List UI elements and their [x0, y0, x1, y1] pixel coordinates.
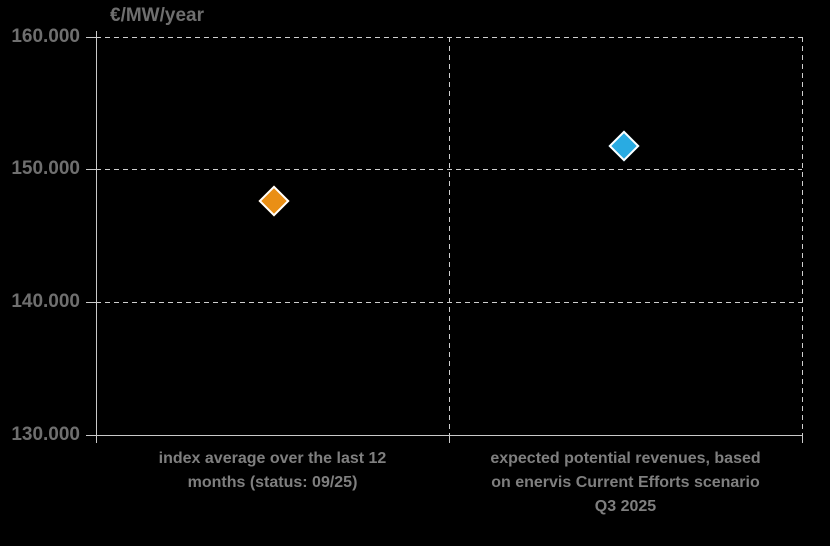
- plot-right-border-line: [802, 37, 803, 435]
- y-tick-mark-160000: [86, 37, 96, 38]
- category-separator-line: [449, 37, 450, 435]
- x-tick-mark-mid: [449, 435, 450, 443]
- category-label-expected-revenues: expected potential revenues, based on en…: [449, 447, 802, 519]
- expected-revenues-diamond-marker: [608, 130, 640, 162]
- y-tick-label-140000: 140.000: [11, 291, 80, 312]
- index-average-diamond-marker: [258, 185, 290, 217]
- y-tick-label-150000: 150.000: [11, 158, 80, 179]
- category-label-line: on enervis Current Efforts scenario: [491, 474, 760, 491]
- category-label-line: months (status: 09/25): [187, 474, 358, 491]
- y-axis-line: [96, 31, 97, 443]
- y-tick-mark-140000: [86, 302, 96, 303]
- y-tick-label-130000: 130.000: [11, 424, 80, 445]
- y-tick-mark-130000: [86, 435, 96, 436]
- category-label-line: Q3 2025: [594, 498, 657, 515]
- category-label-line: expected potential revenues, based: [490, 450, 761, 467]
- category-label-line: index average over the last 12: [158, 450, 387, 467]
- y-tick-label-160000: 160.000: [11, 26, 80, 47]
- y-tick-mark-150000: [86, 169, 96, 170]
- x-tick-mark-right: [802, 435, 803, 443]
- category-label-index-average: index average over the last 12 months (s…: [96, 447, 449, 495]
- y-axis-title: €/MW/year: [110, 5, 204, 26]
